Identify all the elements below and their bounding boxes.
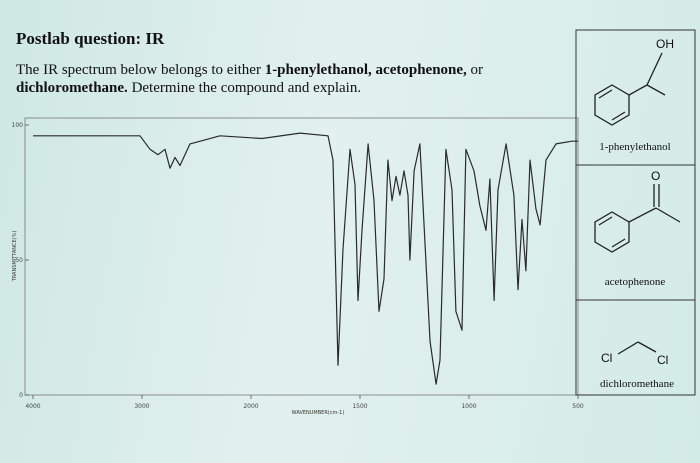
question-line: The IR spectrum below belongs to either … xyxy=(16,62,483,78)
x-tick-label: 1500 xyxy=(352,403,367,410)
structure-acetophenone xyxy=(594,184,681,253)
atom-label: O xyxy=(651,169,660,183)
y-tick-label: 0 xyxy=(19,392,23,399)
x-tick-label: 1000 xyxy=(461,403,476,410)
x-tick-label: 3000 xyxy=(134,403,149,410)
question-line: dichloromethane. Determine the compound … xyxy=(16,80,361,96)
question-text: Determine the compound and explain. xyxy=(128,80,361,96)
x-tick-label: 4000 xyxy=(25,403,40,410)
x-tick-label: 500 xyxy=(572,403,584,410)
question-text: The IR spectrum below belongs to either xyxy=(16,62,265,78)
bond xyxy=(637,341,657,353)
y-tick-label: 100 xyxy=(12,122,24,129)
title: Postlab question: IR xyxy=(16,29,165,48)
x-tick-label: 2000 xyxy=(243,403,258,410)
atom-label: Cl xyxy=(657,353,668,367)
compound-panel xyxy=(575,29,696,396)
compound-name: acetophenone xyxy=(605,276,666,288)
bond xyxy=(617,341,639,355)
atom-label: Cl xyxy=(601,351,612,365)
atom-label: OH xyxy=(656,37,674,51)
compound-name: 1-phenylethanol xyxy=(599,141,670,153)
question-compounds: 1-phenylethanol, acetophenone, xyxy=(265,62,467,78)
question-text: or xyxy=(467,62,483,78)
y-tick-label: 50 xyxy=(15,257,23,264)
compound-name: dichloromethane xyxy=(600,378,674,390)
x-axis-label: WAVENUMBER(cm-1) xyxy=(292,410,345,416)
structure-1-phenylethanol xyxy=(594,52,666,126)
y-axis-label: TRANSMITTANCE(%) xyxy=(12,231,18,283)
question-compound: dichloromethane. xyxy=(16,80,128,96)
plot-frame xyxy=(24,117,579,396)
spectrum-line xyxy=(33,132,578,385)
